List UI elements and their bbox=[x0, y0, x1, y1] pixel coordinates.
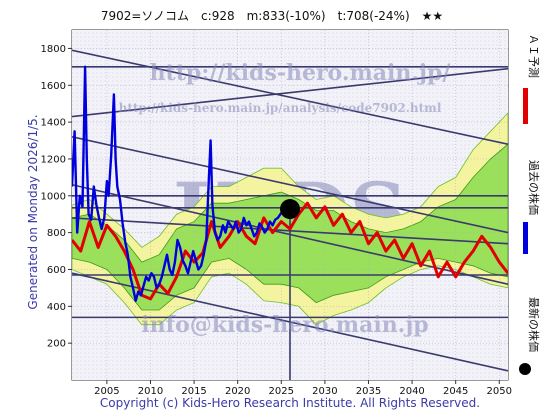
x-tick-label: 2010 bbox=[138, 386, 163, 397]
series-line bbox=[72, 201, 508, 301]
x-tick-label: 2015 bbox=[181, 386, 206, 397]
series-line bbox=[72, 65, 287, 302]
x-tick-label: 2035 bbox=[356, 386, 381, 397]
trend-lines bbox=[72, 49, 508, 380]
x-axis: 2005 2010 2015 2020 2025 2030 2035 2040 2045 2050 bbox=[94, 380, 512, 397]
trend-line bbox=[72, 49, 508, 145]
legend-label-forecast: ＡＩ予測 bbox=[527, 34, 541, 78]
chart-title: 7902=ソノコム c:928 m:833(-10%) t:708(-24%) … bbox=[101, 9, 443, 23]
trend-line bbox=[72, 67, 508, 118]
y-tick-label: 1200 bbox=[41, 154, 66, 165]
x-tick-label: 2025 bbox=[269, 386, 294, 397]
legend-item-latest: 最新の株価 bbox=[519, 297, 541, 375]
y-tick-label: 800 bbox=[47, 228, 66, 239]
x-tick-label: 2030 bbox=[312, 386, 337, 397]
y-tick-label: 200 bbox=[47, 339, 66, 350]
x-tick-label: 2040 bbox=[399, 386, 424, 397]
x-tick-label: 2020 bbox=[225, 386, 250, 397]
plot-area: KIDS http://kids-hero.main.jp/ http://ki… bbox=[71, 29, 509, 381]
legend: ＡＩ予測 過去の株価 最新の株価 bbox=[519, 34, 541, 375]
legend-swatch-latest bbox=[519, 363, 531, 375]
gridlines bbox=[72, 30, 508, 380]
y-tick-label: 400 bbox=[47, 302, 66, 313]
latest-price-marker bbox=[280, 199, 300, 220]
generated-date: Generated on Monday 2026/1/5. bbox=[26, 114, 40, 309]
legend-item-history: 過去の株価 bbox=[523, 160, 541, 254]
y-tick-label: 1000 bbox=[41, 191, 66, 202]
y-tick-label: 1400 bbox=[41, 118, 66, 129]
y-tick-label: 1800 bbox=[41, 44, 66, 55]
watermark-email: info@kids-hero.main.jp bbox=[141, 312, 428, 338]
legend-label-history: 過去の株価 bbox=[527, 160, 541, 215]
y-axis: 200 400 600 800 1000 1200 1400 1600 1800 bbox=[41, 44, 72, 350]
y-tick-label: 1600 bbox=[41, 81, 66, 92]
x-tick-label: 2045 bbox=[443, 386, 468, 397]
x-tick-label: 2005 bbox=[94, 386, 119, 397]
watermark-url: http://kids-hero.main.jp/ bbox=[150, 60, 452, 86]
y-tick-label: 600 bbox=[47, 265, 66, 276]
legend-swatch-history bbox=[523, 222, 528, 254]
legend-label-latest: 最新の株価 bbox=[527, 297, 541, 352]
watermark-analysis-url: http://kids-hero.main.jp/analysis/code79… bbox=[119, 101, 442, 115]
x-tick-label: 2050 bbox=[487, 386, 512, 397]
legend-swatch-forecast bbox=[523, 88, 528, 124]
copyright: Copyright (c) Kids-Hero Research Institu… bbox=[100, 396, 480, 410]
legend-item-forecast: ＡＩ予測 bbox=[523, 34, 541, 124]
trend-line bbox=[72, 136, 508, 234]
series-lines bbox=[72, 65, 508, 302]
